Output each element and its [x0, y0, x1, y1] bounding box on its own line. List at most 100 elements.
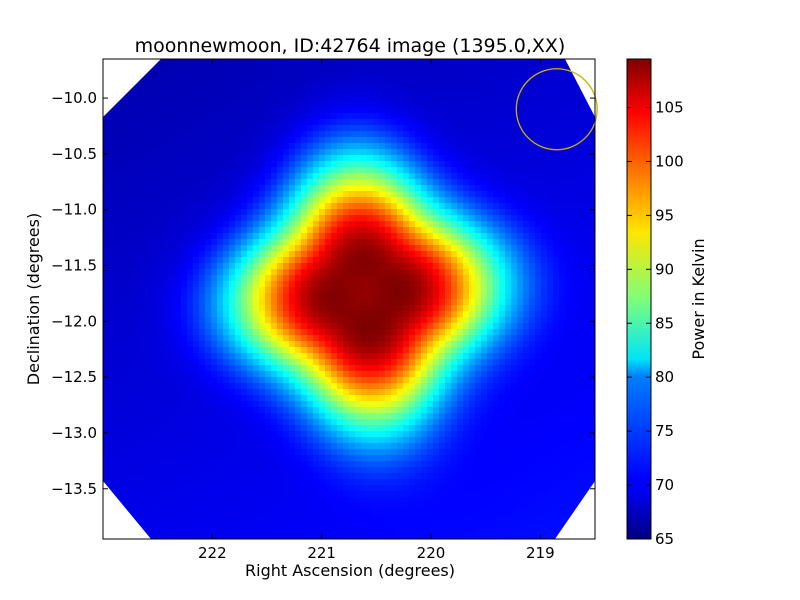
heatmap-cell: [223, 293, 230, 300]
heatmap-cell: [535, 287, 542, 294]
heatmap-cell: [499, 395, 506, 402]
heatmap-cell: [361, 287, 368, 294]
heatmap-cell: [319, 335, 326, 342]
heatmap-cell: [583, 179, 590, 186]
heatmap-cell: [151, 89, 158, 96]
heatmap-cell: [157, 203, 164, 210]
heatmap-cell: [109, 215, 116, 222]
heatmap-cell: [415, 71, 422, 78]
heatmap-cell: [193, 263, 200, 270]
heatmap-cell: [193, 275, 200, 282]
heatmap-cell: [493, 377, 500, 384]
heatmap-cell: [355, 239, 362, 246]
heatmap-cell: [547, 155, 554, 162]
heatmap-cell: [241, 335, 248, 342]
heatmap-cell: [253, 131, 260, 138]
heatmap-cell: [271, 371, 278, 378]
heatmap-cell: [349, 341, 356, 348]
heatmap-cell: [373, 119, 380, 126]
heatmap-cell: [451, 191, 458, 198]
heatmap-cell: [301, 185, 308, 192]
heatmap-cell: [247, 221, 254, 228]
heatmap-cell: [361, 317, 368, 324]
heatmap-cell: [253, 191, 260, 198]
heatmap-cell: [199, 395, 206, 402]
heatmap-cell: [259, 383, 266, 390]
heatmap-cell: [361, 365, 368, 372]
heatmap-cell: [343, 197, 350, 204]
heatmap-cell: [163, 197, 170, 204]
heatmap-cell: [415, 95, 422, 102]
heatmap-cell: [331, 317, 338, 324]
heatmap-cell: [493, 347, 500, 354]
heatmap-cell: [205, 263, 212, 270]
heatmap-cell: [421, 359, 428, 366]
heatmap-cell: [499, 239, 506, 246]
heatmap-cell: [487, 395, 494, 402]
heatmap-cell: [121, 305, 128, 312]
heatmap-cell: [313, 197, 320, 204]
heatmap-cell: [355, 275, 362, 282]
heatmap-cell: [571, 395, 578, 402]
heatmap-cell: [517, 203, 524, 210]
heatmap-cell: [511, 395, 518, 402]
heatmap-cell: [115, 329, 122, 336]
heatmap-cell: [169, 245, 176, 252]
heatmap-cell: [499, 215, 506, 222]
heatmap-cell: [139, 317, 146, 324]
heatmap-cell: [235, 299, 242, 306]
heatmap-cell: [529, 197, 536, 204]
heatmap-cell: [499, 359, 506, 366]
heatmap-cell: [103, 215, 110, 222]
heatmap-cell: [379, 419, 386, 426]
heatmap-cell: [127, 377, 134, 384]
heatmap-cell: [157, 275, 164, 282]
heatmap-cell: [463, 143, 470, 150]
heatmap-cell: [241, 395, 248, 402]
heatmap-cell: [577, 395, 584, 402]
heatmap-cell: [283, 209, 290, 216]
heatmap-cell: [295, 317, 302, 324]
heatmap-cell: [523, 311, 530, 318]
heatmap-cell: [283, 221, 290, 228]
heatmap-cell: [277, 293, 284, 300]
heatmap-cell: [253, 365, 260, 372]
heatmap-cell: [307, 125, 314, 132]
heatmap-cell: [223, 167, 230, 174]
heatmap-cell: [169, 209, 176, 216]
heatmap-cell: [247, 299, 254, 306]
heatmap-cell: [409, 317, 416, 324]
heatmap-cell: [361, 227, 368, 234]
heatmap-cell: [361, 107, 368, 114]
heatmap-cell: [529, 203, 536, 210]
heatmap-cell: [487, 209, 494, 216]
heatmap-cell: [331, 395, 338, 402]
heatmap-cell: [337, 293, 344, 300]
heatmap-cell: [559, 197, 566, 204]
heatmap-cell: [499, 191, 506, 198]
heatmap-cell: [325, 119, 332, 126]
heatmap-cell: [505, 65, 512, 72]
heatmap-cell: [193, 341, 200, 348]
heatmap-cell: [403, 395, 410, 402]
heatmap-cell: [427, 413, 434, 420]
heatmap-cell: [241, 209, 248, 216]
heatmap-cell: [571, 383, 578, 390]
heatmap-cell: [337, 197, 344, 204]
heatmap-cell: [439, 77, 446, 84]
heatmap-cell: [433, 197, 440, 204]
heatmap-cell: [523, 269, 530, 276]
heatmap-cell: [403, 239, 410, 246]
heatmap-cell: [193, 287, 200, 294]
heatmap-cell: [217, 281, 224, 288]
heatmap-cell: [181, 419, 188, 426]
heatmap-cell: [265, 287, 272, 294]
heatmap-cell: [373, 407, 380, 414]
heatmap-cell: [163, 377, 170, 384]
heatmap-cell: [421, 77, 428, 84]
heatmap-cell: [217, 305, 224, 312]
heatmap-cell: [301, 347, 308, 354]
heatmap-cell: [445, 329, 452, 336]
heatmap-cell: [103, 299, 110, 306]
heatmap-cell: [349, 257, 356, 264]
